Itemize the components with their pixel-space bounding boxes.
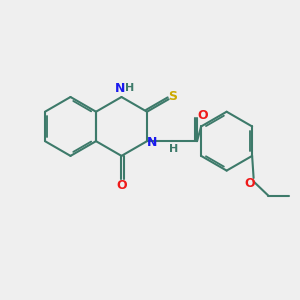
Text: H: H bbox=[169, 144, 178, 154]
Text: O: O bbox=[245, 177, 255, 190]
Text: N: N bbox=[115, 82, 125, 95]
Text: N: N bbox=[147, 136, 158, 149]
Text: S: S bbox=[168, 90, 177, 104]
Text: O: O bbox=[117, 179, 128, 192]
Text: H: H bbox=[125, 82, 134, 93]
Text: O: O bbox=[197, 109, 208, 122]
